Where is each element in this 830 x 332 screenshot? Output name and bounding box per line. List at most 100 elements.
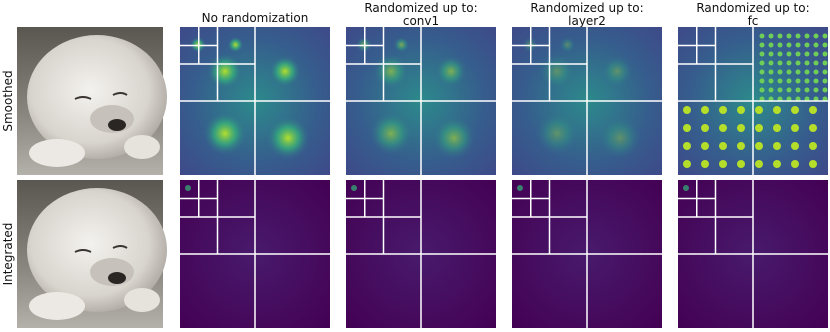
grid-dot [737,124,745,132]
grid-dot [759,78,765,84]
grid-dot [791,160,799,168]
grid-dot [804,60,810,66]
row-label: Smoothed [1,70,15,131]
grid-dot [822,87,828,93]
saliency-blob [598,116,642,160]
grid-dot [786,87,792,93]
input-image [16,26,168,176]
column-title: Randomized up to: [530,1,643,15]
grid-dot [804,69,810,75]
grid-dot [795,69,801,75]
grid-dot [795,87,801,93]
saliency-panel [678,27,828,175]
grid-dot [809,124,817,132]
grid-dot [813,69,819,75]
column-subtitle: layer2 [568,14,606,28]
grid-dot [701,124,709,132]
grid-dot [795,42,801,48]
column-subtitle: fc [748,14,759,28]
grid-dot [822,69,828,75]
grid-dot [768,78,774,84]
saliency-blob [559,36,576,53]
column-subtitle: conv1 [403,14,439,28]
column-title: Randomized up to: [364,1,477,15]
grid-dot [822,33,828,39]
grid-dot [813,42,819,48]
saliency-spot [351,185,357,191]
grid-dot [822,42,828,48]
grid-dot [813,33,819,39]
saliency-panel [512,27,662,175]
saliency-panel [180,27,330,175]
grid-dot [768,51,774,57]
grid-dot [759,33,765,39]
grid-dot [719,142,727,150]
saliency-blob [207,53,243,90]
grid-dot [768,60,774,66]
grid-dot [737,142,745,150]
grid-dot [759,87,765,93]
grid-dot [804,42,810,48]
column-title: Randomized up to: [696,1,809,15]
grid-dot [755,106,763,114]
grid-dot [786,51,792,57]
saliency-spot [517,185,523,191]
grid-dot [809,142,817,150]
saliency-spot [185,185,191,191]
row-label: Integrated [1,223,15,286]
grid-dot [777,51,783,57]
grid-dot [786,69,792,75]
grid-dot [786,78,792,84]
grid-dot [683,106,691,114]
saliency-blob [369,111,413,156]
grid-dot [822,51,828,57]
saliency-blob [393,36,410,53]
grid-dot [822,60,828,66]
grid-dot [813,87,819,93]
saliency-panel [180,180,330,328]
grid-dot [813,60,819,66]
grid-dot [701,160,709,168]
saliency-blob [535,111,579,156]
saliency-blob [435,55,467,88]
grid-dot [777,87,783,93]
grid-dot [683,124,691,132]
saliency-spot [683,185,689,191]
input-image [16,179,168,329]
grid-dot [683,160,691,168]
grid-dot [813,78,819,84]
saliency-blob [432,116,476,160]
saliency-blob [227,36,244,53]
saliency-blob [539,53,575,90]
grid-dot [773,160,781,168]
grid-dot [755,142,763,150]
grid-dot [795,78,801,84]
grid-dot [701,106,709,114]
grid-dot [768,87,774,93]
grid-dot [777,42,783,48]
grid-dot [791,124,799,132]
saliency-blob [601,55,633,88]
saliency-blob [269,55,301,88]
grid-dot [786,33,792,39]
grid-dot [804,87,810,93]
grid-dot [759,69,765,75]
grid-dot [804,33,810,39]
grid-dot [737,160,745,168]
grid-dot [795,60,801,66]
saliency-panel [346,27,496,175]
grid-dot [759,51,765,57]
saliency-panel [678,180,828,328]
grid-dot [804,51,810,57]
grid-dot [768,42,774,48]
saliency-panel [512,180,662,328]
grid-dot [768,69,774,75]
grid-dot [804,78,810,84]
grid-dot [759,60,765,66]
saliency-blob [373,53,409,90]
grid-dot [759,42,765,48]
grid-dot [768,33,774,39]
grid-dot [755,160,763,168]
grid-dot [786,42,792,48]
